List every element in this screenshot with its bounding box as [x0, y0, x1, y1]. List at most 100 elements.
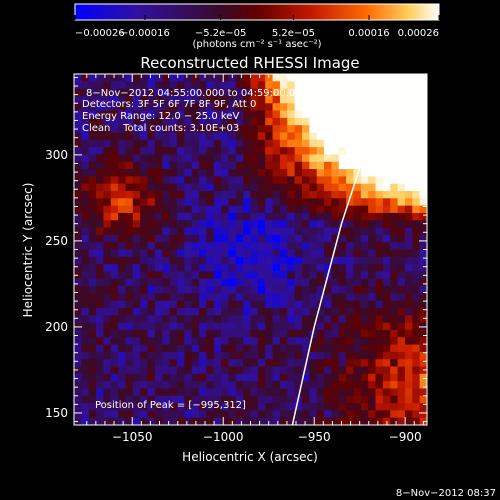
- heatmap-cell: [88, 403, 97, 411]
- heatmap-cell: [324, 264, 332, 272]
- heatmap-cell: [169, 234, 178, 243]
- heatmap-cell: [191, 183, 200, 192]
- heatmap-cell: [250, 169, 259, 177]
- heatmap-cell: [191, 403, 200, 411]
- heatmap-cell: [96, 191, 104, 199]
- heatmap-cell: [228, 205, 237, 214]
- heatmap-cell: [294, 315, 303, 324]
- heatmap-cell: [125, 344, 134, 353]
- heatmap-cell: [110, 132, 119, 141]
- heatmap-cell: [162, 373, 170, 382]
- heatmap-cell: [316, 74, 325, 82]
- heatmap-cell: [176, 278, 185, 287]
- heatmap-cell: [213, 249, 222, 258]
- heatmap-cell: [169, 388, 178, 397]
- heatmap-cell: [191, 388, 200, 397]
- heatmap-cell: [96, 337, 104, 345]
- heatmap-cell: [81, 264, 90, 272]
- heatmap-cell: [213, 125, 222, 133]
- heatmap-cell: [154, 395, 163, 404]
- colorbar-tick-label: −0.00016: [120, 28, 170, 39]
- heatmap-cell: [390, 410, 398, 419]
- heatmap-cell: [404, 308, 413, 316]
- heatmap-cell: [118, 278, 126, 287]
- heatmap-cell: [191, 249, 200, 258]
- heatmap-cell: [419, 95, 427, 104]
- heatmap-cell: [206, 183, 215, 192]
- heatmap-cell: [412, 110, 421, 119]
- heatmap-cell: [154, 212, 163, 221]
- heatmap-cell: [103, 256, 112, 265]
- heatmap-cell: [243, 242, 251, 250]
- heatmap-cell: [125, 308, 134, 316]
- heatmap-cell: [294, 191, 303, 199]
- heatmap-cell: [404, 191, 413, 199]
- heatmap-cell: [125, 103, 134, 111]
- heatmap-cell: [88, 249, 97, 258]
- heatmap-cell: [206, 337, 215, 345]
- heatmap-cell: [250, 74, 259, 82]
- heatmap-cell: [118, 359, 126, 367]
- heatmap-cell: [375, 234, 384, 243]
- heatmap-cell: [368, 139, 376, 148]
- heatmap-cell: [257, 403, 266, 411]
- heatmap-cell: [243, 249, 251, 258]
- heatmap-cell: [154, 103, 163, 111]
- heatmap-cell: [162, 95, 170, 104]
- heatmap-cell: [103, 103, 112, 111]
- heatmap-cell: [250, 293, 259, 302]
- heatmap-cell: [390, 278, 398, 287]
- heatmap-cell: [257, 256, 266, 265]
- heatmap-cell: [257, 278, 266, 287]
- heatmap-cell: [360, 395, 369, 404]
- heatmap-cell: [309, 249, 318, 258]
- heatmap-cell: [132, 308, 141, 316]
- heatmap-cell: [140, 286, 148, 294]
- heatmap-cell: [272, 271, 281, 280]
- heatmap-cell: [125, 256, 134, 265]
- heatmap-cell: [118, 322, 126, 331]
- heatmap-cell: [154, 322, 163, 331]
- heatmap-cell: [272, 117, 281, 126]
- heatmap-cell: [213, 242, 222, 250]
- heatmap-cell: [206, 176, 215, 185]
- heatmap-cell: [397, 417, 406, 425]
- heatmap-cell: [169, 256, 178, 265]
- heatmap-cell: [250, 300, 259, 309]
- heatmap-cell: [81, 337, 90, 345]
- heatmap-cell: [221, 176, 229, 185]
- heatmap-cell: [147, 110, 156, 119]
- heatmap-cell: [243, 366, 251, 375]
- heatmap-cell: [279, 234, 288, 243]
- heatmap-cell: [74, 256, 82, 265]
- heatmap-cell: [81, 271, 90, 280]
- heatmap-cell: [243, 359, 251, 367]
- heatmap-cell: [301, 191, 310, 199]
- heatmap-cell: [360, 271, 369, 280]
- heatmap-cell: [132, 205, 141, 214]
- heatmap-cell: [118, 147, 126, 155]
- heatmap-cell: [309, 242, 318, 250]
- heatmap-cell: [404, 293, 413, 302]
- heatmap-cell: [368, 74, 376, 82]
- heatmap-cell: [184, 337, 193, 345]
- heatmap-cell: [235, 278, 244, 287]
- heatmap-cell: [74, 308, 82, 316]
- heatmap-cell: [272, 264, 281, 272]
- heatmap-cell: [368, 388, 376, 397]
- heatmap-cell: [221, 183, 229, 192]
- heatmap-cell: [147, 359, 156, 367]
- heatmap-cell: [110, 373, 119, 382]
- heatmap-cell: [324, 329, 332, 338]
- heatmap-cell: [176, 293, 185, 302]
- heatmap-cell: [346, 388, 354, 397]
- heatmap-cell: [191, 278, 200, 287]
- heatmap-cell: [147, 205, 156, 214]
- heatmap-cell: [346, 329, 354, 338]
- heatmap-cell: [169, 227, 178, 236]
- heatmap-cell: [74, 329, 82, 338]
- heatmap-cell: [250, 161, 259, 170]
- heatmap-cell: [272, 234, 281, 243]
- heatmap-cell: [338, 205, 347, 214]
- heatmap-cell: [287, 395, 296, 404]
